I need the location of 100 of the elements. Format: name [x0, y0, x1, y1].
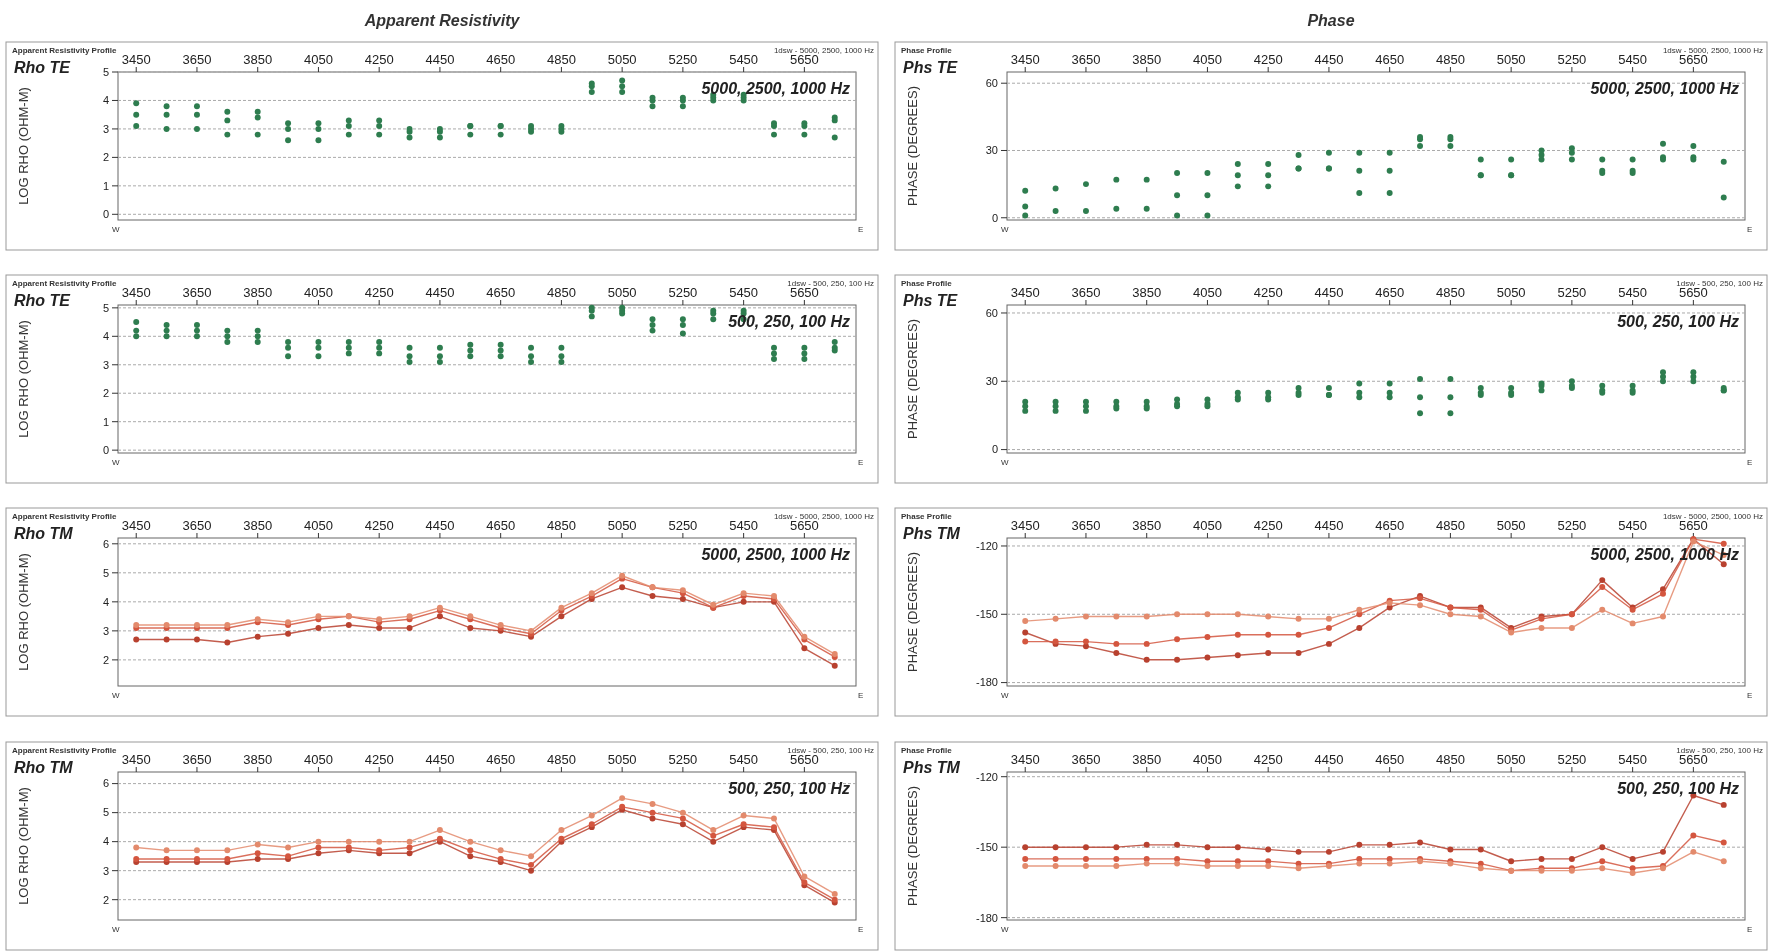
y-axis-title: PHASE (DEGREES) — [905, 552, 920, 672]
y-tick-label: 0 — [991, 443, 998, 456]
text: Rho TM — [14, 525, 74, 542]
y-tick-label: 0 — [102, 444, 109, 456]
text: Phs TE — [903, 59, 959, 76]
y-tick-label: 3 — [102, 624, 109, 637]
x-tick-label: 5450 — [729, 518, 759, 533]
x-tick-label: 3850 — [1132, 52, 1162, 67]
y-tick-label: 6 — [102, 537, 109, 550]
y-axis-title: LOG RHO (OHM-M) — [16, 87, 31, 205]
y-tick-label: 5 — [102, 301, 109, 314]
y-tick-label: 30 — [985, 375, 998, 388]
x-tick-label: 4850 — [546, 285, 576, 300]
x-tick-label: 5250 — [668, 752, 698, 767]
x-tick-label: 4450 — [1314, 518, 1344, 533]
y-axis-title: PHASE (DEGREES) — [905, 86, 920, 206]
annotation: 5000, 2500, 1000 Hz — [701, 80, 850, 97]
x-tick-label: 4850 — [546, 752, 576, 767]
x-tick-label: 5250 — [668, 52, 698, 67]
text: W — [1001, 691, 1009, 700]
x-tick-label: 4450 — [425, 285, 455, 300]
x-tick-label: 3650 — [182, 52, 212, 67]
text: E — [1747, 458, 1753, 467]
x-tick-label: 3650 — [1071, 52, 1101, 67]
x-tick-label: 5250 — [1557, 518, 1587, 533]
text: Rho TE — [14, 59, 72, 76]
x-tick-label: 4050 — [1192, 518, 1222, 533]
x-tick-label: 3450 — [1010, 752, 1040, 767]
y-tick-label: 0 — [991, 211, 998, 224]
text: Phase Profile — [901, 279, 953, 288]
text: 1dsw - 500, 250, 100 Hz — [787, 746, 874, 755]
x-tick-label: 3450 — [1010, 518, 1040, 533]
y-tick-label: 0 — [102, 208, 109, 221]
y-tick-label: 5 — [102, 65, 109, 78]
text: Phase Profile — [901, 746, 953, 755]
x-tick-label: 3650 — [1071, 752, 1101, 767]
y-tick-label: -180 — [975, 676, 998, 689]
text: W — [1001, 925, 1009, 934]
x-tick-label: 4850 — [1435, 285, 1465, 300]
x-tick-label: 3450 — [121, 518, 151, 533]
x-tick-label: 4250 — [1253, 518, 1283, 533]
x-tick-label: 4650 — [1375, 285, 1405, 300]
text: Rho TE — [14, 292, 72, 309]
text: Phase Profile — [901, 46, 953, 55]
x-tick-label: 4450 — [425, 752, 455, 767]
text: W — [112, 458, 120, 467]
x-tick-label: 4050 — [303, 518, 333, 533]
x-tick-label: 5050 — [1496, 52, 1526, 67]
y-tick-label: 4 — [102, 595, 109, 608]
x-tick-label: 4050 — [1192, 752, 1222, 767]
x-tick-label: 3650 — [182, 518, 212, 533]
chart-subtitle: Apparent Resistivity Profile — [12, 46, 118, 55]
y-axis-title: LOG RHO (OHM-M) — [16, 320, 31, 438]
x-tick-label: 4850 — [1435, 518, 1465, 533]
text: E — [858, 925, 864, 934]
x-tick-label: 3450 — [1010, 52, 1040, 67]
text: W — [1001, 225, 1009, 234]
x-tick-label: 4650 — [486, 285, 516, 300]
text: E — [1747, 925, 1753, 934]
x-tick-label: 3850 — [243, 752, 273, 767]
y-tick-label: 5 — [102, 566, 109, 579]
text: 1dsw - 500, 250, 100 Hz — [1676, 279, 1763, 288]
x-tick-label: 4850 — [1435, 752, 1465, 767]
text: 1dsw - 5000, 2500, 1000 Hz — [773, 46, 874, 55]
x-tick-label: 4050 — [303, 285, 333, 300]
x-tick-label: 4450 — [425, 518, 455, 533]
y-tick-label: 60 — [985, 77, 998, 90]
y-tick-label: 2 — [102, 653, 109, 666]
x-tick-label: 5250 — [668, 518, 698, 533]
x-tick-label: 5050 — [607, 518, 637, 533]
text: E — [858, 225, 864, 234]
text: Phase Profile — [901, 512, 953, 521]
text: 1dsw - 5000, 2500, 1000 Hz — [1662, 46, 1763, 55]
x-tick-label: 4250 — [364, 518, 394, 533]
y-tick-label: 4 — [102, 330, 109, 343]
x-tick-label: 4050 — [1192, 52, 1222, 67]
y-tick-label: 2 — [102, 893, 109, 906]
x-tick-label: 5050 — [1496, 518, 1526, 533]
x-tick-label: 5250 — [1557, 285, 1587, 300]
text: Phs TM — [903, 759, 961, 776]
y-axis-title: PHASE (DEGREES) — [905, 786, 920, 906]
x-tick-label: 5450 — [1618, 52, 1648, 67]
y-tick-label: 3 — [102, 122, 109, 135]
x-tick-label: 5250 — [668, 285, 698, 300]
y-tick-label: 3 — [102, 864, 109, 877]
y-tick-label: 2 — [102, 387, 109, 400]
text: 1dsw - 500, 250, 100 Hz — [1676, 746, 1763, 755]
annotation: 500, 250, 100 Hz — [728, 780, 850, 797]
x-tick-label: 3850 — [1132, 518, 1162, 533]
x-tick-label: 3850 — [243, 518, 273, 533]
y-axis-title: LOG RHO (OHM-M) — [16, 787, 31, 905]
x-tick-label: 4250 — [1253, 52, 1283, 67]
y-tick-label: 4 — [102, 94, 109, 107]
text: Rho TM — [14, 759, 74, 776]
x-tick-label: 4650 — [486, 752, 516, 767]
x-tick-label: 5450 — [729, 52, 759, 67]
text: W — [112, 691, 120, 700]
x-tick-label: 4050 — [303, 752, 333, 767]
x-tick-label: 3650 — [1071, 285, 1101, 300]
x-tick-label: 4250 — [1253, 752, 1283, 767]
